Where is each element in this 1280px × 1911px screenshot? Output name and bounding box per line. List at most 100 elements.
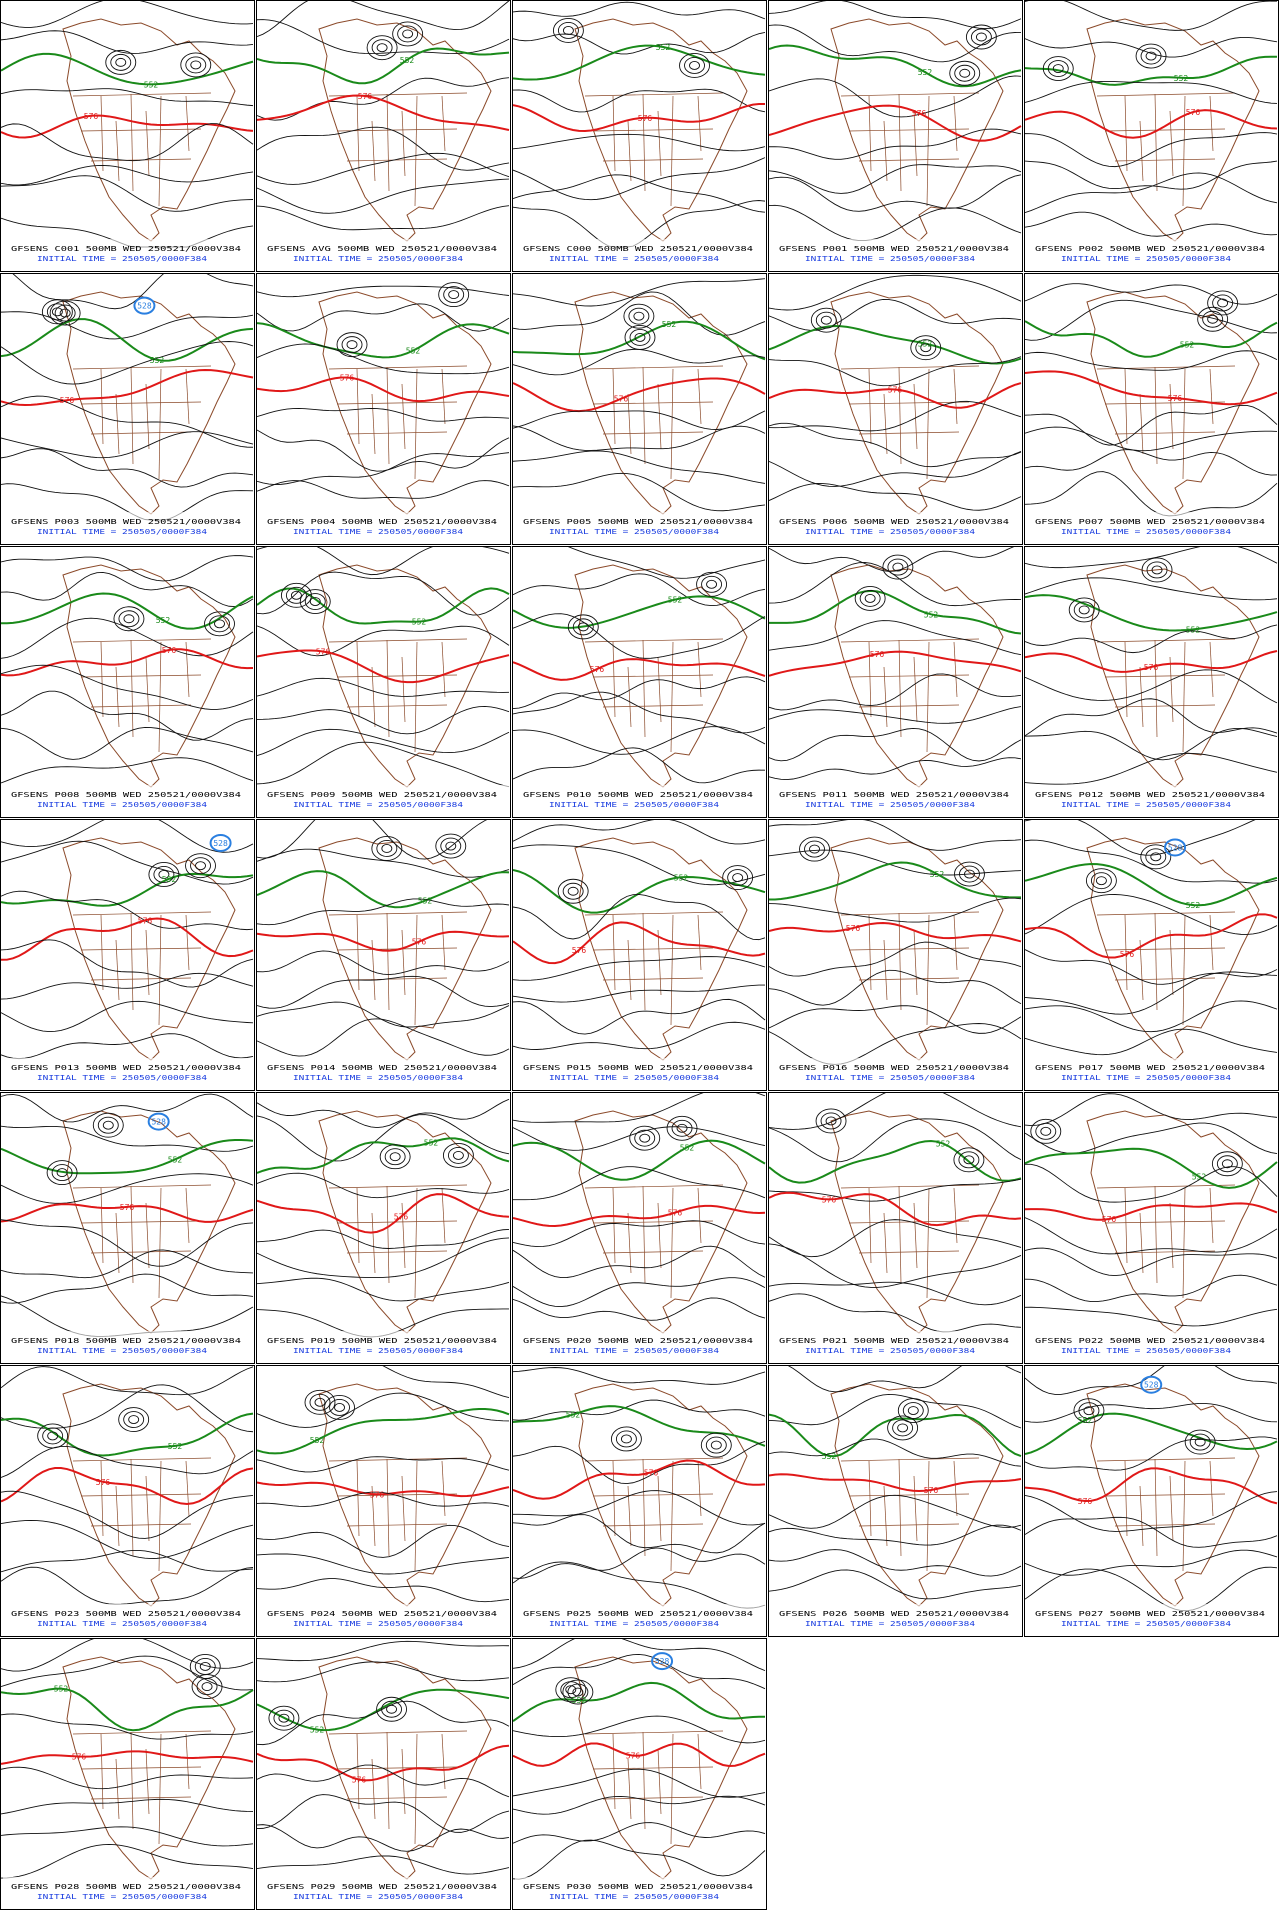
contour: [257, 677, 510, 697]
contour: [513, 472, 766, 512]
border: [185, 1460, 190, 1517]
border: [1169, 656, 1174, 723]
border: [1124, 914, 1128, 991]
contour: [1, 1203, 254, 1223]
contour: [513, 1653, 766, 1690]
contour: [769, 757, 1022, 781]
contour: [513, 278, 766, 307]
border: [612, 1460, 616, 1537]
border: [1096, 1457, 1236, 1462]
contour: [1025, 727, 1278, 761]
contour: [513, 425, 766, 451]
contour-low: [679, 53, 710, 78]
contour: [257, 376, 510, 403]
border: [1139, 393, 1144, 455]
panel-title: GFSENS P017 500MB WED 250521/0000V384: [1035, 1063, 1266, 1072]
contour: [257, 178, 510, 214]
border: [642, 1458, 646, 1557]
border: [100, 641, 104, 718]
contour-label: 552: [1192, 1173, 1207, 1182]
contour-low: [572, 618, 594, 636]
contour: [257, 820, 488, 860]
border: [868, 641, 872, 718]
border: [145, 383, 150, 450]
contour-low: [199, 1662, 211, 1671]
border: [80, 947, 202, 951]
contour: [1025, 752, 1278, 785]
contour: [513, 1405, 766, 1447]
border: [670, 914, 674, 1026]
border: [145, 1475, 150, 1542]
contour: [257, 47, 510, 85]
border: [697, 1733, 702, 1790]
contour-low: [304, 593, 326, 610]
caption-bg: [3, 785, 253, 815]
border: [642, 93, 646, 192]
contour-label: 552: [936, 1140, 951, 1149]
initial-time: INITIAL TIME = 250505/0000F384: [549, 1619, 720, 1628]
contour-low: [309, 597, 321, 606]
border: [868, 914, 872, 991]
panel-title: GFSENS P008 500MB WED 250521/0000V384: [11, 790, 242, 799]
panel-title: GFSENS P029 500MB WED 250521/0000V384: [267, 1882, 498, 1891]
border: [115, 1485, 120, 1547]
contour: [1, 1519, 254, 1560]
border: [1182, 641, 1186, 753]
caption-bg: [1027, 1331, 1277, 1361]
contour-low: [214, 619, 225, 629]
border: [612, 641, 616, 718]
contour-low: [102, 1120, 114, 1130]
contour: [1, 1000, 254, 1033]
border: [441, 1733, 446, 1790]
contour: [513, 1220, 766, 1248]
border: [1104, 128, 1226, 132]
map: 552 576 528 GFSENS P003 500MB WED 250521/00…: [1, 274, 254, 542]
contour-label: 576: [1186, 108, 1201, 117]
caption-bg: [771, 785, 1021, 815]
initial-time: INITIAL TIME = 250505/0000F384: [293, 527, 464, 536]
border: [356, 914, 360, 991]
caption-bg: [1027, 785, 1277, 815]
contour-low: [689, 61, 700, 70]
contour-528: [1164, 838, 1187, 857]
contour-low: [722, 865, 754, 891]
contour: [513, 1795, 766, 1815]
map-panel: 552 576 GFSENS P008 500MB WED 250521/0000V…: [0, 546, 255, 818]
contour-label: 576: [394, 1213, 409, 1222]
map: 552 576 GFSENS P009 500MB WED 250521/0000V…: [257, 547, 510, 815]
contour: [1, 52, 254, 86]
contour: [769, 706, 1022, 724]
contour-low: [1217, 298, 1229, 308]
contour: [513, 844, 766, 886]
contour-low: [565, 1685, 577, 1695]
border: [100, 1733, 104, 1810]
contour: [1, 1826, 254, 1847]
contour-low: [1085, 868, 1117, 894]
map-panel: 552 576 GFSENS C001 500MB WED 250521/0000V…: [0, 0, 255, 272]
contour-low: [676, 1123, 688, 1133]
initial-time: INITIAL TIME = 250505/0000F384: [293, 1892, 464, 1901]
contour-low: [201, 1682, 213, 1692]
contour-low: [1095, 876, 1107, 886]
contour-528: [651, 1652, 674, 1671]
contour: [1, 1655, 254, 1691]
contour-label: 552: [144, 80, 159, 89]
contour: [1, 1249, 254, 1279]
contour-low: [864, 593, 876, 603]
border: [386, 1731, 390, 1830]
coastline: [62, 291, 236, 515]
panel-title: GFSENS P022 500MB WED 250521/0000V384: [1035, 1336, 1266, 1345]
contour-low: [341, 336, 363, 354]
contour-label: 552: [1078, 1416, 1093, 1425]
coastline: [830, 291, 1004, 515]
border: [80, 128, 202, 132]
coastline: [62, 564, 236, 788]
contour: [1025, 1274, 1278, 1303]
contour-label: 576: [590, 665, 605, 674]
contour-low: [623, 303, 655, 329]
contour-label: 552: [822, 1452, 837, 1461]
panel-title: GFSENS P025 500MB WED 250521/0000V384: [523, 1609, 754, 1618]
border: [840, 638, 980, 643]
coastline: [62, 1110, 236, 1334]
border: [100, 1460, 104, 1537]
